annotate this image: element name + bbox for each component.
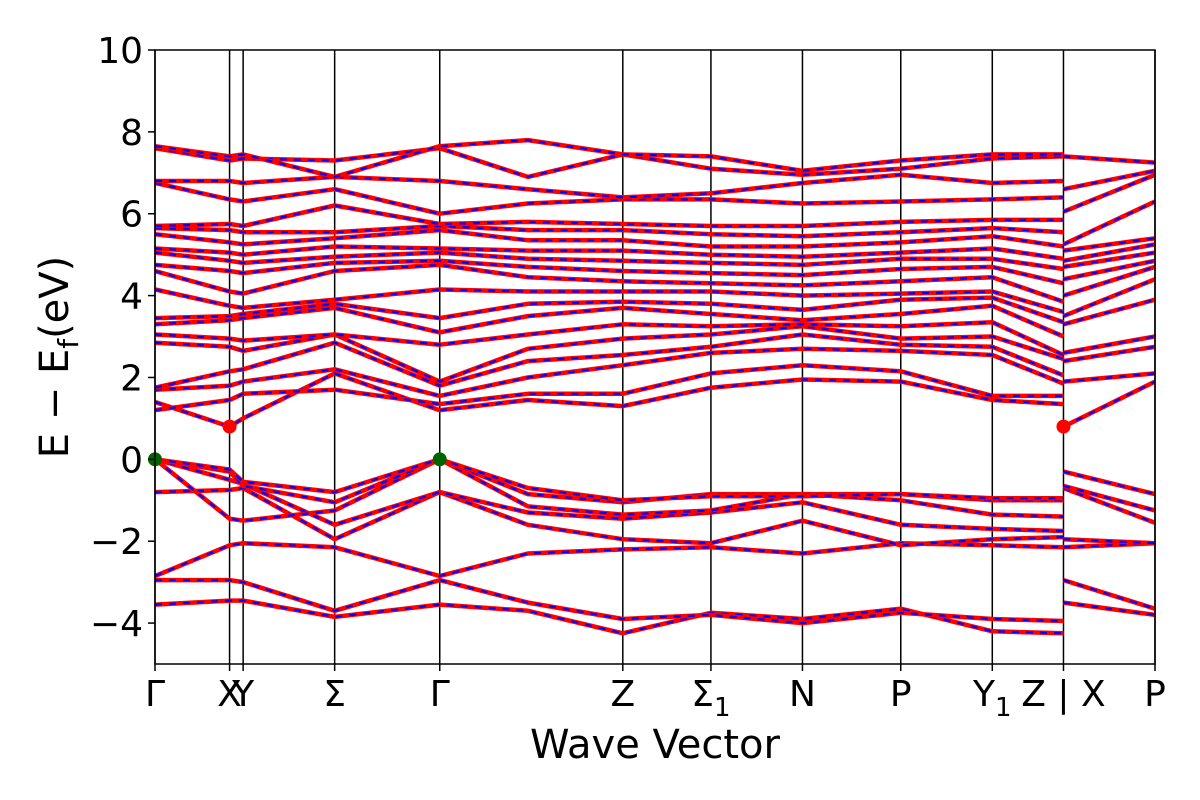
right-band-8-spin-down <box>1063 372 1155 383</box>
right-band-6-spin-down <box>1063 470 1155 496</box>
left-band-5-spin-down <box>155 458 1064 522</box>
right-band-4-spin-down <box>1063 486 1155 524</box>
x-tick-label-11: P <box>1144 674 1166 715</box>
x-tick-label-5: Z <box>610 674 635 715</box>
left-band-16-spin-down <box>155 288 1064 314</box>
left-band-5-spin-up <box>155 457 1064 523</box>
right-band-17-spin-down <box>1063 237 1155 252</box>
x-tick-label-main-0: Γ <box>145 674 165 715</box>
extrema-markers <box>148 419 1071 467</box>
x-tick-label-main-11: P <box>1144 674 1166 715</box>
left-band-20-spin-down <box>155 245 1064 260</box>
right-band-18-spin-down <box>1063 200 1155 246</box>
left-band-17-spin-down <box>155 263 1064 303</box>
y-axis-label-unit: (eV) <box>32 256 78 339</box>
x-tick-label-main-3: Σ <box>323 674 346 715</box>
y-axis-label-sub: f <box>52 338 85 349</box>
left-band-12-spin-down <box>155 325 1064 383</box>
x-tick-label-main-5: Z <box>610 674 635 715</box>
left-band-2-spin-up <box>155 540 1064 579</box>
vbm-marker-1 <box>432 452 447 467</box>
left-band-19-spin-down <box>155 251 1064 271</box>
right-band-14-spin-down <box>1063 259 1155 281</box>
x-tick-label-2: Y <box>231 674 255 715</box>
x-tick-label-main-6: Σ <box>691 674 714 715</box>
left-band-23-spin-down <box>155 204 1064 228</box>
x-axis-label: Wave Vector <box>530 722 781 768</box>
plot-frame <box>154 49 1156 665</box>
y-tick-label-2: 0 <box>120 440 143 481</box>
x-tick-label-1: X <box>217 674 242 715</box>
y-tick-label-5: 6 <box>120 195 143 236</box>
right-band-3-spin-down <box>1063 538 1155 545</box>
bands <box>155 137 1155 636</box>
right-band-1-spin-down <box>1063 579 1155 610</box>
x-tick-label-main-10: Z | X <box>1021 674 1105 715</box>
x-tick-label-9: Y1 <box>972 674 1012 723</box>
x-tick-label-main-4: Γ <box>430 674 450 715</box>
x-tick-label-main-7: N <box>789 674 816 715</box>
right-band-13-spin-down <box>1063 265 1155 297</box>
x-tick-label-main-9: Y <box>972 674 996 715</box>
left-band-25-spin-down <box>155 173 1064 199</box>
left-band-0-spin-down <box>155 599 1064 635</box>
x-tick-label-3: Σ <box>323 674 346 715</box>
y-axis-label: E − Ef(eV) <box>32 256 85 459</box>
y-tick-label-3: 2 <box>120 358 143 399</box>
y-tick-label-6: 8 <box>120 113 143 154</box>
x-tick-label-8: P <box>890 674 912 715</box>
left-band-27-spin-down <box>155 138 1064 179</box>
right-band-21-spin-down <box>1063 155 1155 164</box>
right-band-15-spin-down <box>1063 251 1155 268</box>
x-tick-label-4: Γ <box>430 674 450 715</box>
left-band-10-spin-down <box>155 347 1064 398</box>
x-tick-label-sub-6: 1 <box>714 693 731 723</box>
cbm-marker-1 <box>1056 419 1071 434</box>
kpoint-lines <box>154 50 1156 664</box>
left-band-24-spin-down <box>155 181 1064 215</box>
left-band-11-spin-down <box>155 333 1064 389</box>
right-band-7-spin-down <box>1063 380 1155 428</box>
y-tick-label-0: −4 <box>90 604 143 645</box>
x-tick-label-main-1: X <box>217 674 242 715</box>
x-tick-label-sub-9: 1 <box>995 693 1012 723</box>
x-tick-label-6: Σ1 <box>691 674 730 723</box>
left-band-3-spin-down <box>155 486 1064 547</box>
right-band-5-spin-down <box>1063 484 1155 512</box>
y-tick-label-7: 10 <box>97 31 143 72</box>
right-band-16-spin-down <box>1063 243 1155 262</box>
left-band-8-spin-down <box>155 372 1064 428</box>
cbm-marker-0 <box>222 419 237 434</box>
left-band-15-spin-down <box>155 296 1064 324</box>
right-band-12-spin-down <box>1063 278 1155 318</box>
x-tick-label-main-2: Y <box>231 674 255 715</box>
y-axis-label-main: E − E <box>32 349 78 459</box>
left-band-9-spin-down <box>155 364 1064 412</box>
right-band-0-spin-down <box>1063 601 1155 616</box>
right-band-11-spin-down <box>1063 298 1155 326</box>
left-band-21-spin-down <box>155 228 1064 248</box>
y-tick-label-4: 4 <box>120 277 143 318</box>
x-tick-label-main-8: P <box>890 674 912 715</box>
left-band-14-spin-down <box>155 304 1064 338</box>
y-axis: −4 −2 0 2 4 6 8 10 <box>90 31 155 645</box>
x-tick-label-7: N <box>789 674 816 715</box>
right-band-20-spin-down <box>1063 169 1155 191</box>
left-band-23-spin-up <box>155 203 1064 229</box>
right-band-9-spin-down <box>1063 345 1155 363</box>
right-band-10-spin-down <box>1063 335 1155 354</box>
y-tick-label-1: −2 <box>90 522 143 563</box>
x-tick-label-0: Γ <box>145 674 165 715</box>
left-band-8-spin-up <box>155 371 1064 429</box>
left-band-22-spin-down <box>155 224 1064 238</box>
x-tick-label-10: Z | X <box>1021 674 1105 715</box>
right-band-19-spin-down <box>1063 173 1155 213</box>
left-band-1-spin-down <box>155 578 1064 625</box>
left-band-13-spin-down <box>155 321 1064 356</box>
left-band-26-spin-down <box>155 147 1064 179</box>
left-band-7-spin-down <box>155 458 1064 502</box>
left-band-18-spin-down <box>155 259 1064 285</box>
